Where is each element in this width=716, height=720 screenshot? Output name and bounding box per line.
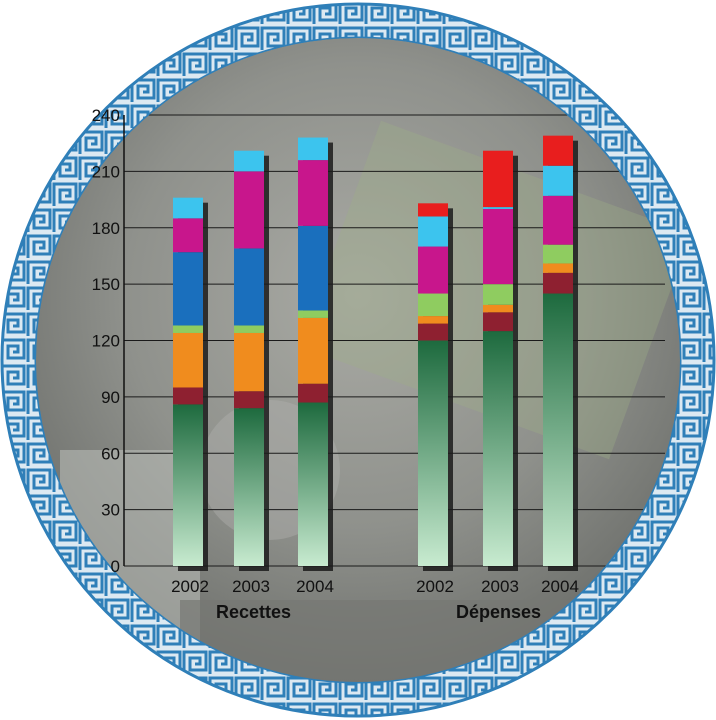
- bar-segment: [418, 293, 448, 317]
- bar-segment: [483, 207, 513, 209]
- bar-segment: [418, 203, 448, 217]
- bar-segment: [173, 325, 203, 333]
- bar-segment: [418, 246, 448, 294]
- bar-segment: [298, 225, 328, 311]
- bar-segment: [418, 216, 448, 247]
- bar-segment: [543, 195, 573, 245]
- y-tick-label: 0: [111, 557, 120, 576]
- bar-segment: [173, 218, 203, 253]
- x-tick-label: 2004: [541, 577, 579, 596]
- bar-segment: [298, 310, 328, 318]
- bar-segment: [543, 263, 573, 273]
- bar-segment: [298, 402, 328, 566]
- bar-segment: [298, 160, 328, 226]
- bar-segment: [418, 340, 448, 566]
- x-tick-label: 2002: [171, 577, 209, 596]
- x-tick-label: 2002: [416, 577, 454, 596]
- y-tick-label: 180: [92, 219, 120, 238]
- y-tick-label: 60: [101, 444, 120, 463]
- bar-segment: [234, 150, 264, 172]
- bar-segment: [234, 325, 264, 333]
- y-tick-label: 150: [92, 275, 120, 294]
- bar-segment: [173, 252, 203, 326]
- y-tick-label: 210: [92, 162, 120, 181]
- bar-segment: [483, 284, 513, 305]
- bar-segment: [234, 171, 264, 249]
- bar-segment: [483, 304, 513, 313]
- bar-segment: [418, 316, 448, 324]
- bar-segment: [483, 150, 513, 208]
- x-tick-label: 2003: [481, 577, 519, 596]
- y-tick-label: 240: [92, 106, 120, 125]
- greek-key-border: [2, 4, 714, 716]
- bar-segment: [543, 135, 573, 166]
- bar-segment: [543, 293, 573, 566]
- x-tick-label: 2004: [296, 577, 334, 596]
- bar-segment: [483, 331, 513, 566]
- bar-segment: [298, 383, 328, 403]
- bar-segment: [418, 323, 448, 341]
- bar-segment: [483, 312, 513, 332]
- y-tick-label: 120: [92, 332, 120, 351]
- bar-segment: [298, 137, 328, 161]
- bar-segment: [173, 332, 203, 388]
- bar-segment: [234, 248, 264, 326]
- bar-segment: [298, 317, 328, 384]
- group-label: Recettes: [216, 602, 291, 622]
- bar-segment: [173, 404, 203, 566]
- bar-segment: [234, 391, 264, 409]
- bar-segment: [173, 387, 203, 405]
- bar-segment: [543, 272, 573, 294]
- bar-segment: [483, 208, 513, 285]
- bar-segment: [234, 332, 264, 392]
- bar-segment: [234, 408, 264, 566]
- y-tick-label: 90: [101, 388, 120, 407]
- y-tick-label: 30: [101, 501, 120, 520]
- bar-segment: [173, 197, 203, 219]
- group-label: Dépenses: [456, 602, 541, 622]
- bar-segment: [543, 244, 573, 264]
- x-tick-label: 2003: [232, 577, 270, 596]
- bar-segment: [543, 165, 573, 196]
